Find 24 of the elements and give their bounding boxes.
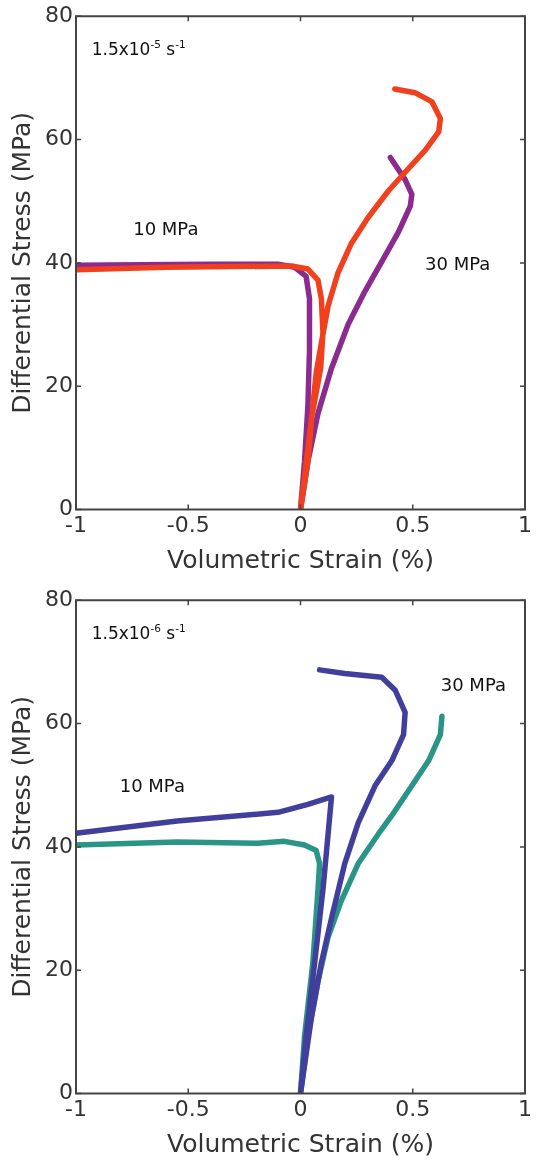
x-tick-label: 0 [293,511,308,537]
y-tick-label: 60 [44,709,73,735]
x-axis-title: Volumetric Strain (%) [167,1128,434,1158]
y-tick-label: 40 [44,832,73,858]
annotation: 30 MPa [425,252,491,274]
y-tick-label: 40 [44,248,73,274]
y-tick-label: 20 [44,955,73,981]
y-tick-label: 60 [44,125,73,151]
x-tick-label: 1 [518,511,532,537]
y-tick-label: 80 [44,585,73,611]
x-tick-label: 0.5 [395,511,431,537]
annotation: 10 MPa [119,775,185,797]
x-tick-label: -0.5 [166,511,210,537]
annotation: 30 MPa [440,674,506,696]
x-tick-label: 1 [518,1095,532,1121]
x-tick-label: 0.5 [395,1095,431,1121]
x-tick-label: -0.5 [166,1095,210,1121]
y-tick-label: 80 [44,1,73,27]
y-tick-label: 20 [44,371,73,397]
y-axis-title: Differential Stress (MPa) [6,695,36,998]
y-axis-title: Differential Stress (MPa) [6,111,36,414]
annotation: 10 MPa [133,218,199,240]
x-axis-title: Volumetric Strain (%) [167,544,434,574]
x-tick-label: 0 [293,1095,308,1121]
